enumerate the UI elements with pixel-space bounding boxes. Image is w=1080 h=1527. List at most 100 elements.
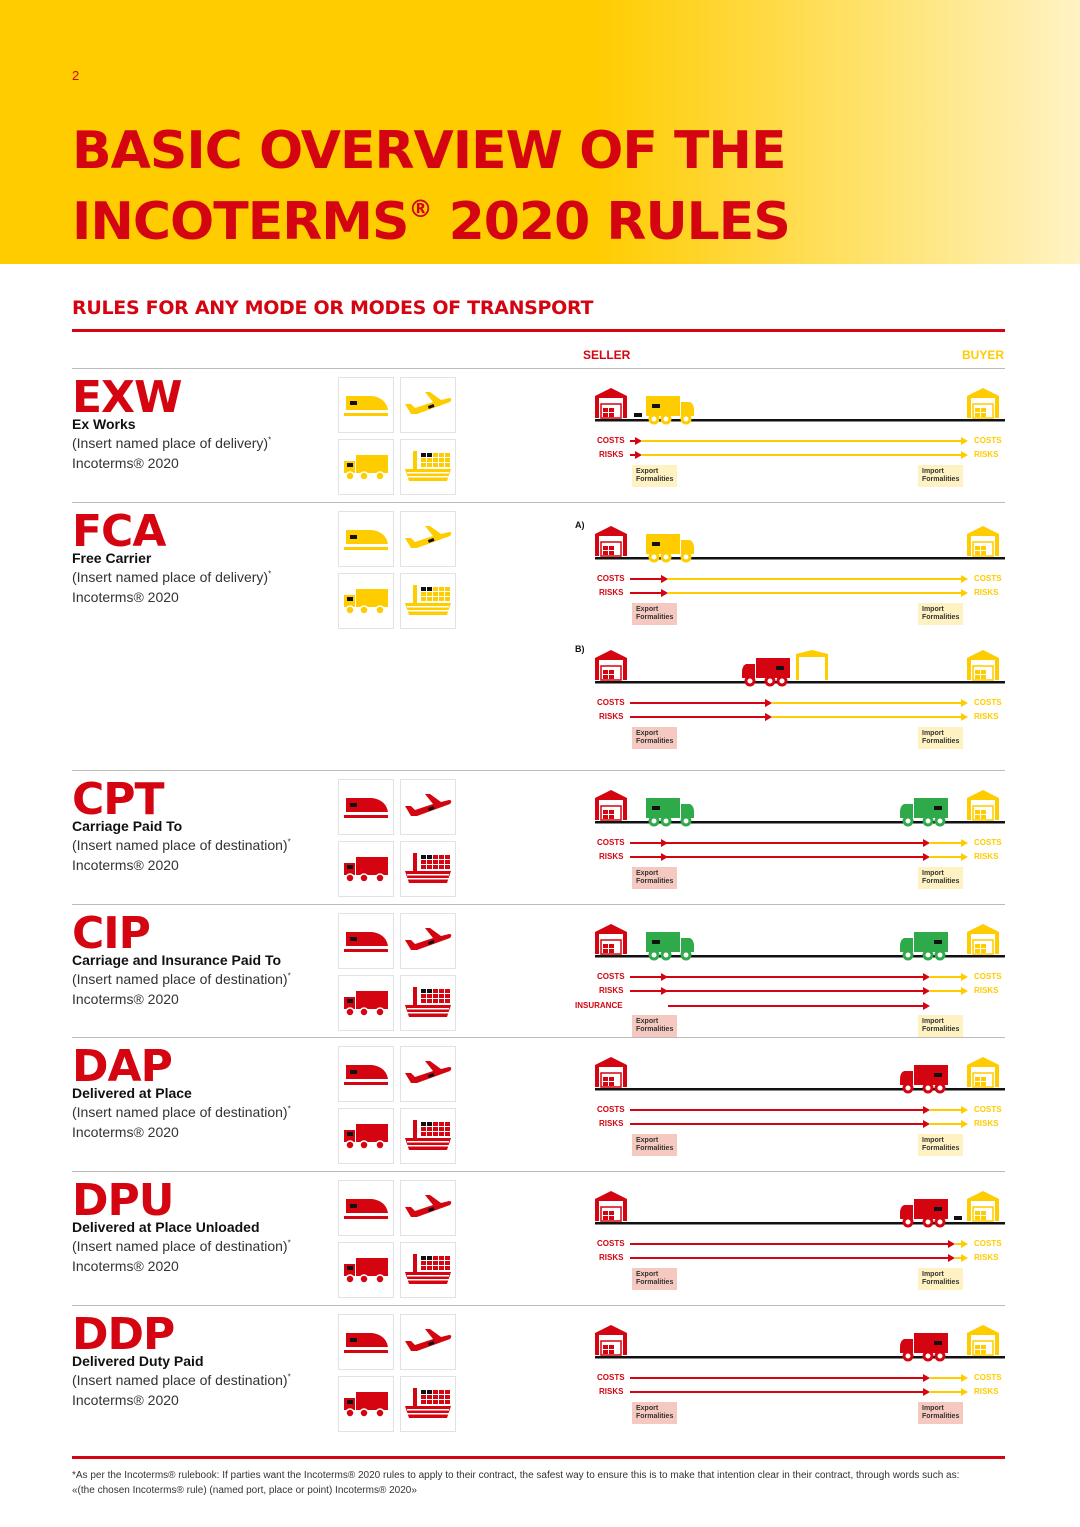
rule-row-dap: DAP Delivered at Place (Insert named pla… [0, 1037, 1080, 1172]
footnote-line-1: *As per the Incoterms® rulebook: If part… [72, 1470, 960, 1481]
risk-cost-diagram: COSTS RISKS COSTS RISKS Export Formalities Imp… [570, 368, 1010, 506]
diagram-graphic [595, 1057, 1005, 1128]
sea-icon [400, 439, 456, 495]
buyer-risks-label: RISKS [974, 1253, 999, 1262]
rule-name: Delivered at Place Unloaded [72, 1219, 260, 1235]
costs-label: COSTS [597, 574, 625, 583]
rule-edition: Incoterms® 2020 [72, 1124, 179, 1140]
export-formalities: Export Formalities [632, 1402, 678, 1424]
row-divider [72, 904, 1005, 905]
air-icon [400, 1314, 456, 1370]
import-formalities: Import Formalities [918, 1134, 964, 1156]
import-formalities: Import Formalities [918, 727, 964, 749]
rule-edition: Incoterms® 2020 [72, 1392, 179, 1408]
risks-label: RISKS [599, 588, 624, 597]
air-icon [400, 1180, 456, 1236]
buyer-risks-label: RISKS [974, 1387, 999, 1396]
buyer-costs-label: COSTS [974, 1105, 1002, 1114]
buyer-costs-label: COSTS [974, 436, 1002, 445]
export-formalities: Export Formalities [632, 727, 678, 749]
title-line-2: INCOTERMS® 2020 RULES [72, 192, 791, 252]
variant-label: B) [575, 644, 585, 654]
risks-label: RISKS [599, 1119, 624, 1128]
import-formalities: Import Formalities [918, 1268, 964, 1290]
road-icon [338, 573, 394, 629]
road-icon [338, 439, 394, 495]
buyer-costs-label: COSTS [974, 698, 1002, 707]
air-icon [400, 377, 456, 433]
rule-row-fca: FCA Free Carrier (Insert named place of … [0, 502, 1080, 771]
air-icon [400, 779, 456, 835]
rail-icon [338, 377, 394, 433]
footer-divider [72, 1456, 1005, 1459]
road-icon [338, 975, 394, 1031]
import-formalities: Import Formalities [918, 867, 964, 889]
rule-name: Delivered Duty Paid [72, 1353, 204, 1369]
export-formalities: Export Formalities [632, 1134, 678, 1156]
risk-cost-diagram: B) COSTS RISKS COSTS RISKS Export Formalities I… [570, 502, 1010, 768]
row-divider [72, 1171, 1005, 1172]
rule-place: (Insert named place of delivery)* [72, 435, 272, 451]
rule-edition: Incoterms® 2020 [72, 991, 179, 1007]
footnote-line-2: «(the chosen Incoterms® rule) (named por… [72, 1485, 417, 1496]
costs-label: COSTS [597, 698, 625, 707]
row-divider [72, 1305, 1005, 1306]
title-line-1: BASIC OVERVIEW OF THE [72, 121, 786, 181]
air-icon [400, 511, 456, 567]
rule-place: (Insert named place of destination)* [72, 1104, 291, 1120]
road-icon [338, 1376, 394, 1432]
costs-label: COSTS [597, 436, 625, 445]
rule-name: Delivered at Place [72, 1085, 192, 1101]
costs-label: COSTS [597, 1105, 625, 1114]
risks-label: RISKS [599, 1253, 624, 1262]
import-formalities: Import Formalities [918, 603, 964, 625]
risks-label: RISKS [599, 852, 624, 861]
risk-cost-diagram: COSTS RISKS COSTS RISKS Export Formalities Imp… [570, 1171, 1010, 1309]
rail-icon [338, 779, 394, 835]
sea-icon [400, 1242, 456, 1298]
buyer-risks-label: RISKS [974, 986, 999, 995]
air-icon [400, 1046, 456, 1102]
page-number: 2 [72, 68, 80, 83]
sea-icon [400, 1108, 456, 1164]
export-formalities: Export Formalities [632, 465, 678, 487]
rule-code: EXW [72, 372, 183, 423]
buyer-risks-label: RISKS [974, 450, 999, 459]
diagram-graphic [595, 1325, 1005, 1396]
export-formalities: Export Formalities [632, 603, 678, 625]
risk-cost-diagram: COSTS RISKS COSTS RISKS Export Formalities Imp… [570, 1305, 1010, 1443]
rail-icon [338, 511, 394, 567]
header-banner [0, 0, 1080, 264]
buyer-risks-label: RISKS [974, 1119, 999, 1128]
rail-icon [338, 1046, 394, 1102]
row-divider [72, 770, 1005, 771]
buyer-costs-label: COSTS [974, 972, 1002, 981]
risks-label: RISKS [599, 1387, 624, 1396]
export-formalities: Export Formalities [632, 867, 678, 889]
risk-cost-diagram: COSTS RISKS COSTS RISKS Export Formalities Imp… [570, 770, 1010, 908]
rule-edition: Incoterms® 2020 [72, 455, 179, 471]
rule-code: DPU [72, 1175, 174, 1226]
risk-cost-diagram: A) COSTS RISKS COSTS RISKS Export Formalities I… [570, 502, 1010, 644]
risks-label: RISKS [599, 450, 624, 459]
buyer-costs-label: COSTS [974, 838, 1002, 847]
export-formalities: Export Formalities [632, 1268, 678, 1290]
rail-icon [338, 1314, 394, 1370]
rule-row-dpu: DPU Delivered at Place Unloaded (Insert … [0, 1171, 1080, 1306]
sea-icon [400, 975, 456, 1031]
road-icon [338, 1108, 394, 1164]
import-formalities: Import Formalities [918, 1015, 964, 1037]
import-formalities: Import Formalities [918, 1402, 964, 1424]
sea-icon [400, 841, 456, 897]
rule-code: DAP [72, 1041, 173, 1092]
risks-label: RISKS [599, 712, 624, 721]
seller-column-header: SELLER [583, 348, 631, 362]
rule-edition: Incoterms® 2020 [72, 857, 179, 873]
diagram-graphic [595, 650, 1005, 721]
rule-code: DDP [72, 1309, 175, 1360]
rule-place: (Insert named place of delivery)* [72, 569, 272, 585]
buyer-risks-label: RISKS [974, 852, 999, 861]
road-icon [338, 1242, 394, 1298]
rule-name: Ex Works [72, 416, 136, 432]
rule-place: (Insert named place of destination)* [72, 971, 291, 987]
